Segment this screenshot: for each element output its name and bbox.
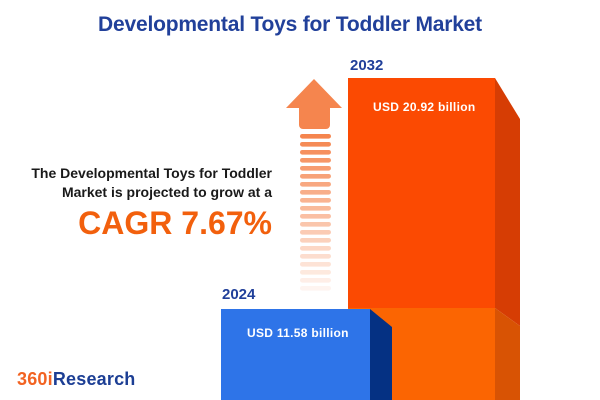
bar-2024-year-label: 2024	[222, 286, 256, 303]
growth-arrow-stub	[299, 101, 330, 129]
bar-2032-side-bottom	[495, 308, 520, 400]
growth-arrow-stripe	[300, 286, 331, 291]
cagr-value: CAGR 7.67%	[78, 205, 272, 241]
projection-line2: Market is projected to grow at a	[61, 184, 272, 200]
growth-arrow-stripe	[300, 158, 331, 163]
growth-arrow-stripe	[300, 230, 331, 235]
growth-arrow-stripe	[300, 270, 331, 275]
growth-arrow-stripe	[300, 142, 331, 147]
growth-arrow-stripe	[300, 198, 331, 203]
growth-arrow-stripe	[300, 150, 331, 155]
growth-arrow-stripe	[300, 222, 331, 227]
growth-arrow-stripe	[300, 262, 331, 267]
growth-arrow-stripe	[300, 166, 331, 171]
bar-2032-face-top	[348, 78, 495, 308]
bar-2032-value-label: USD 20.92 billion	[373, 100, 476, 114]
growth-arrow-stripe	[300, 190, 331, 195]
growth-arrow-stripe	[300, 278, 331, 283]
growth-arrow-stripe	[300, 238, 331, 243]
bar-2032-side-top	[495, 78, 520, 326]
growth-arrow-stripes	[300, 134, 331, 291]
growth-arrow-head	[286, 79, 342, 108]
chart-title: Developmental Toys for Toddler Market	[98, 13, 482, 36]
growth-arrow-stripe	[300, 214, 331, 219]
growth-arrow-icon	[286, 79, 342, 291]
logo: 360iResearch	[17, 369, 136, 389]
bar-2024-side	[370, 309, 392, 400]
growth-arrow-stripe	[300, 134, 331, 139]
growth-arrow-stripe	[300, 206, 331, 211]
growth-arrow-stripe	[300, 174, 331, 179]
bar-2032-year-label: 2032	[350, 57, 384, 74]
projection-text: The Developmental Toys for Toddler Marke…	[0, 164, 272, 240]
logo-research: Research	[52, 369, 136, 389]
logo-360i: 360i	[17, 369, 53, 389]
growth-arrow-stripe	[300, 182, 331, 187]
bar-2024-value-label: USD 11.58 billion	[247, 326, 349, 340]
bar-2024-face	[221, 309, 370, 400]
projection-line1: The Developmental Toys for Toddler	[31, 165, 272, 181]
growth-arrow-stripe	[300, 246, 331, 251]
growth-arrow-stripe	[300, 254, 331, 259]
